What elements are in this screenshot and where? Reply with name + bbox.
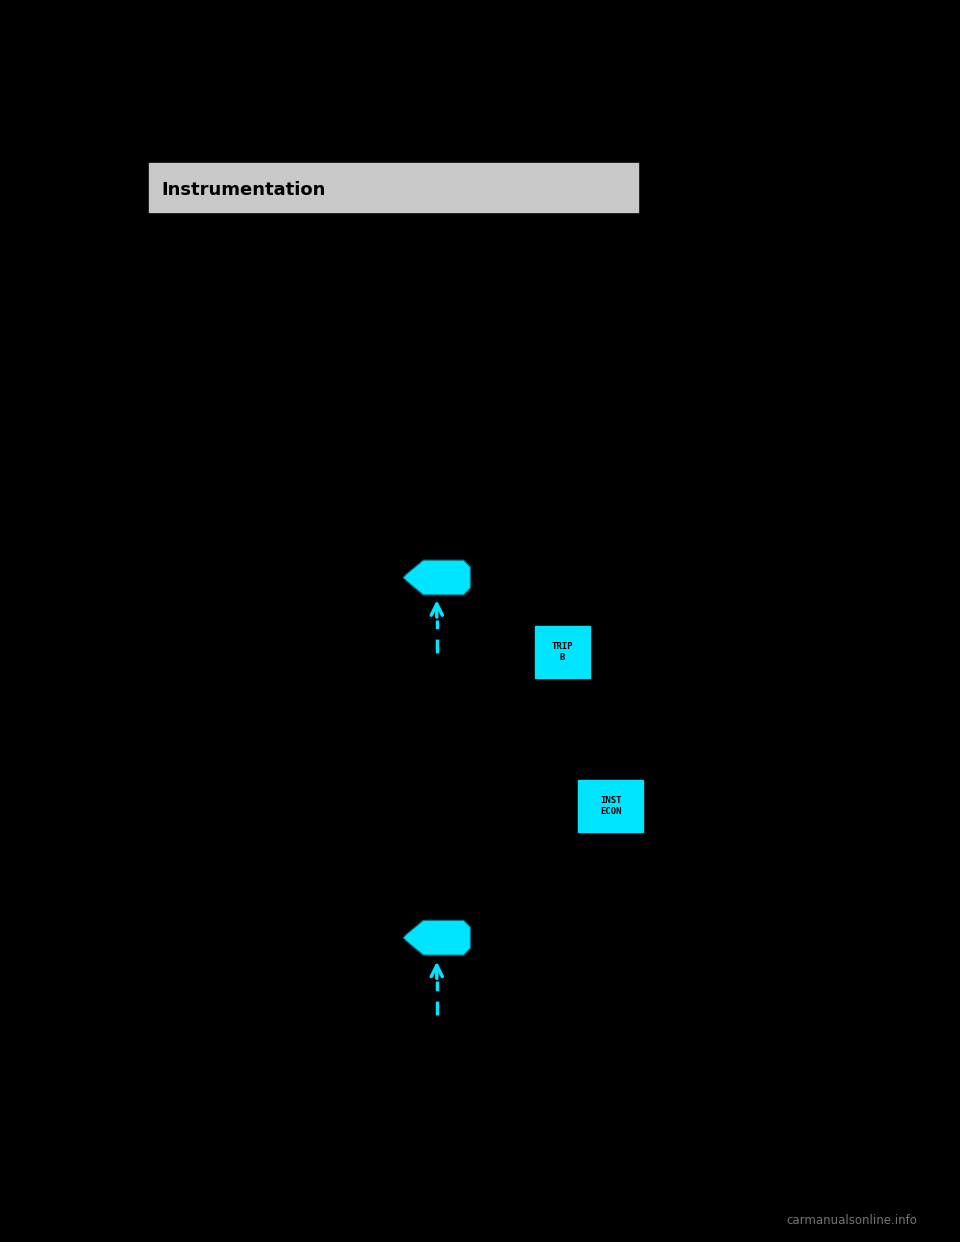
Bar — [578, 780, 643, 832]
Polygon shape — [403, 560, 470, 595]
Text: Instrumentation: Instrumentation — [161, 181, 325, 199]
Text: TRIP
B: TRIP B — [552, 642, 573, 662]
Polygon shape — [403, 920, 470, 955]
Text: carmanualsonline.info: carmanualsonline.info — [786, 1215, 917, 1227]
Bar — [149, 163, 638, 212]
Bar — [535, 626, 590, 678]
Text: INST
ECON: INST ECON — [600, 796, 621, 816]
